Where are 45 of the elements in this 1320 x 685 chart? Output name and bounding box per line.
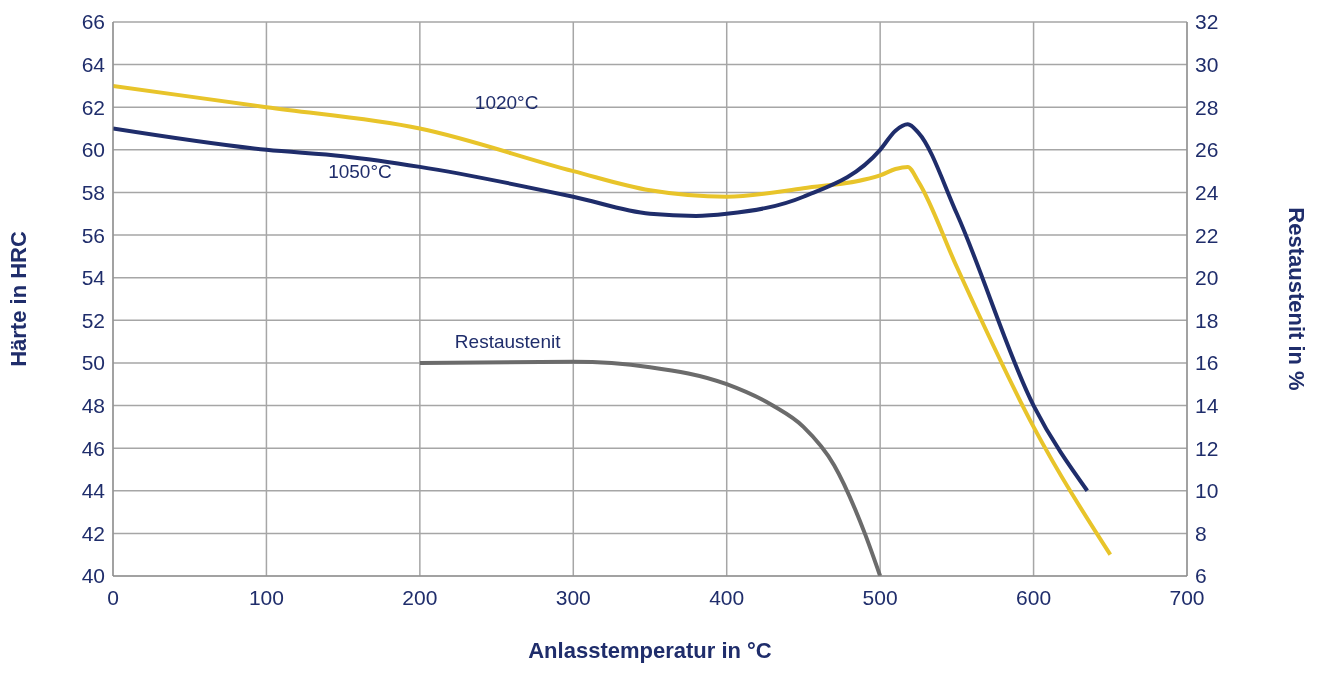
y-tick-label: 46 [81, 436, 105, 460]
y-tick-label: 56 [81, 223, 105, 247]
series-label: 1050°C [328, 161, 392, 183]
y2-tick-label: 24 [1195, 180, 1219, 204]
y-tick-label: 64 [81, 53, 106, 77]
y-tick-label: 60 [81, 138, 105, 162]
y2-tick-label: 28 [1195, 95, 1219, 119]
x-tick-label: 600 [1016, 585, 1052, 609]
y2-tick-label: 6 [1195, 564, 1207, 588]
line-series [113, 122, 1090, 493]
y-tick-label: 54 [81, 266, 106, 290]
x-tick-label: 0 [107, 585, 119, 609]
y2-tick-label: 14 [1195, 393, 1219, 417]
y-tick-label: 44 [81, 479, 106, 503]
y-tick-label: 42 [81, 521, 105, 545]
y2-axis-title: Restaustenit in % [1284, 207, 1310, 391]
line-series [417, 359, 883, 576]
x-tick-label: 700 [1169, 585, 1205, 609]
y-tick-label: 62 [81, 95, 105, 119]
x-tick-label: 100 [248, 585, 284, 609]
y2-tick-label: 26 [1195, 138, 1219, 162]
x-tick-label: 300 [555, 585, 591, 609]
x-tick-label: 400 [709, 585, 745, 609]
y2-tick-label: 10 [1195, 479, 1219, 503]
y-tick-label: 66 [81, 10, 105, 34]
y2-tick-label: 12 [1195, 436, 1219, 460]
y-tick-label: 50 [81, 351, 105, 375]
series-label: Restaustenit [454, 330, 562, 352]
y2-tick-label: 22 [1195, 223, 1219, 247]
y-tick-label: 40 [81, 564, 105, 588]
y2-tick-label: 16 [1195, 351, 1219, 375]
y-tick-label: 58 [81, 180, 105, 204]
y-tick-label: 52 [81, 308, 105, 332]
x-tick-label: 500 [862, 585, 898, 609]
series-label: 1020°C [474, 91, 539, 113]
y2-tick-label: 30 [1195, 53, 1219, 77]
y2-tick-label: 18 [1195, 308, 1219, 332]
x-tick-label: 200 [402, 585, 438, 609]
y-axis-title: Härte in HRC [5, 231, 31, 367]
y2-tick-label: 32 [1195, 10, 1219, 34]
line-series [113, 83, 1113, 557]
y2-tick-label: 8 [1195, 521, 1207, 545]
y-tick-label: 48 [81, 393, 105, 417]
x-axis-title: Anlasstemperatur in °C [528, 638, 772, 663]
y2-tick-label: 20 [1195, 266, 1219, 290]
